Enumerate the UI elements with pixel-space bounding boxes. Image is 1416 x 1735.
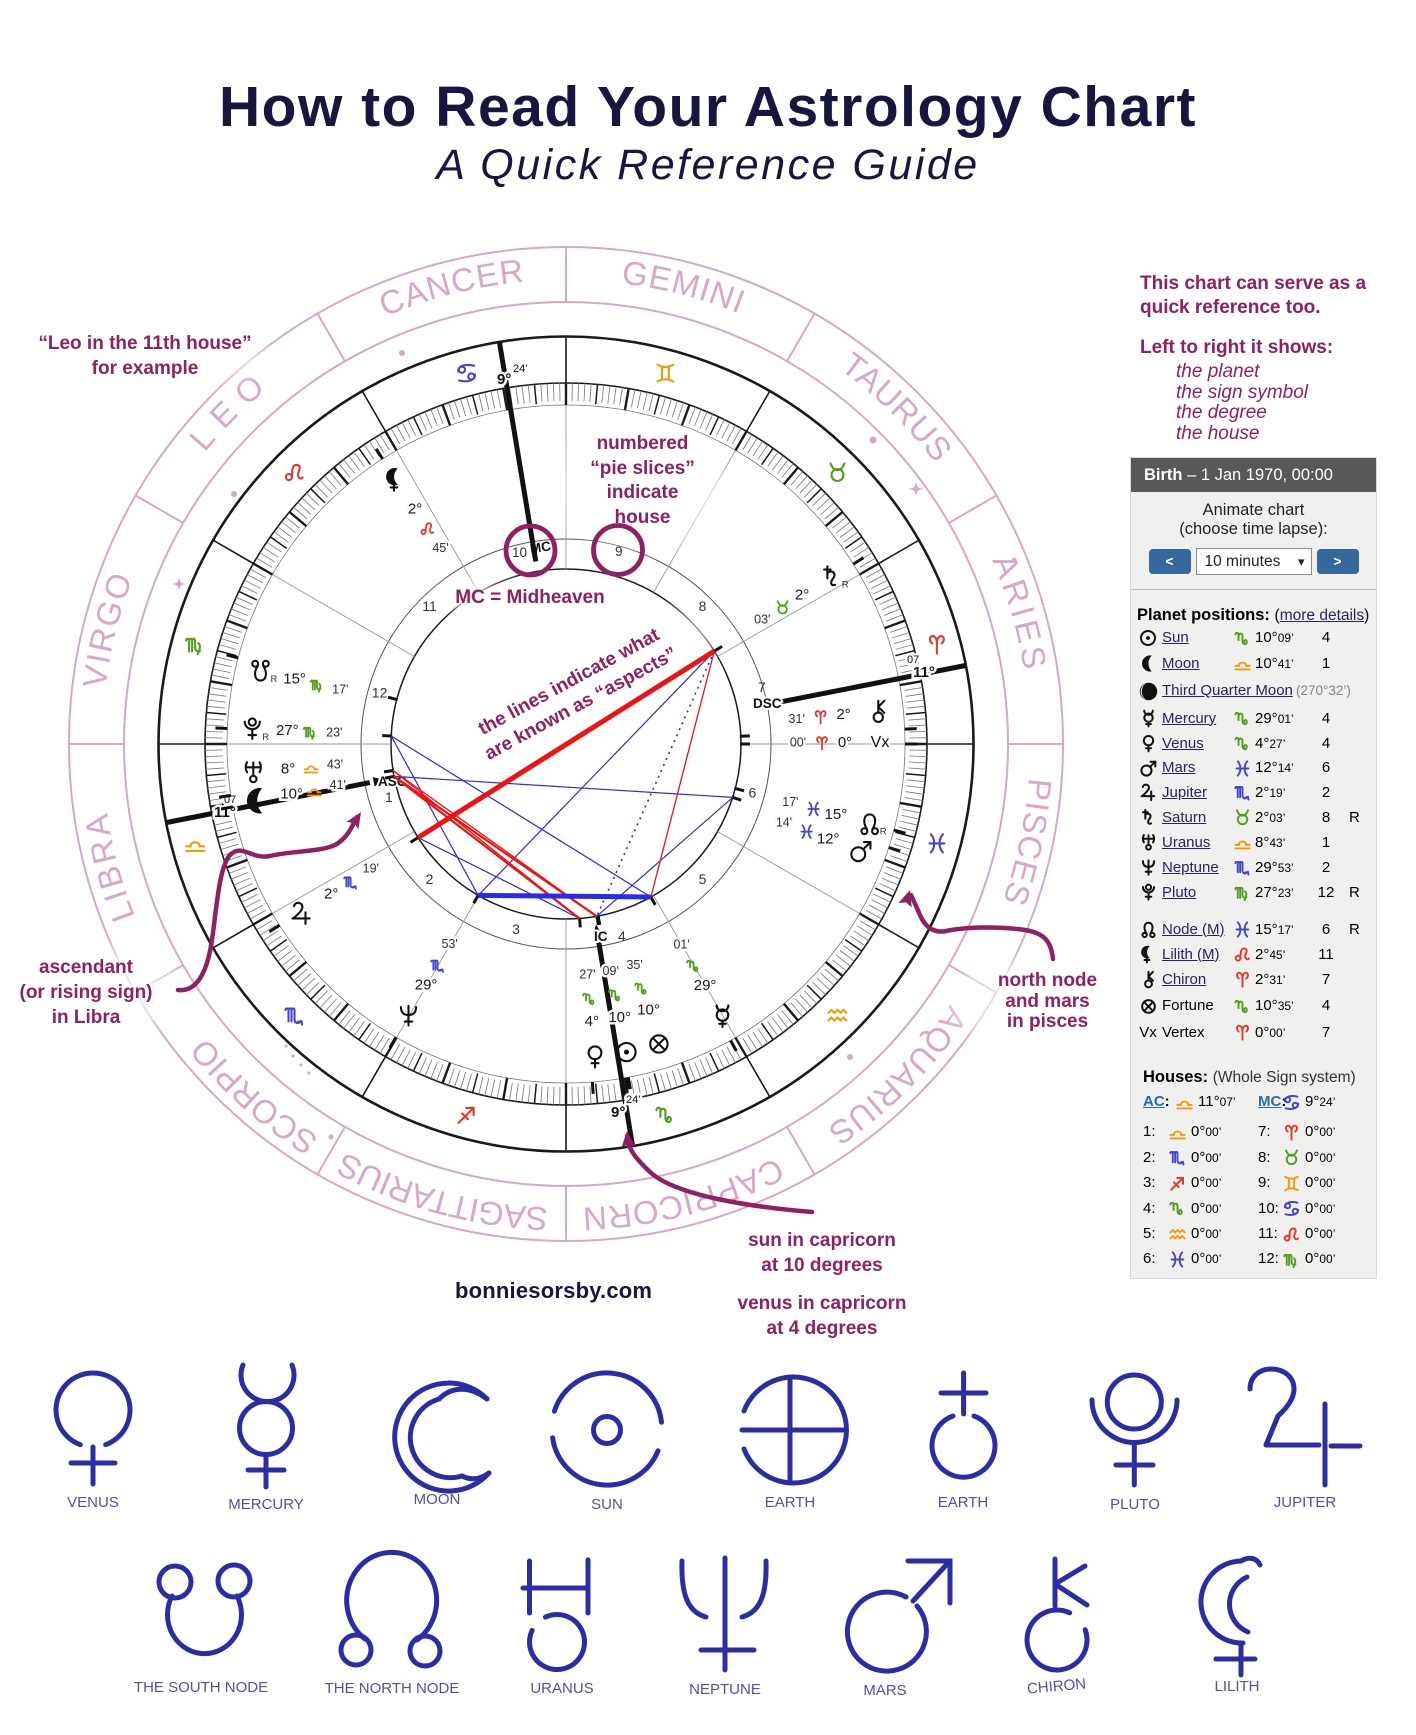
svg-text:THE SOUTH NODE: THE SOUTH NODE: [134, 1679, 268, 1696]
svg-text:URANUS: URANUS: [530, 1680, 593, 1697]
svg-text:4: 4: [618, 928, 626, 944]
svg-text:9°: 9°: [497, 371, 511, 388]
svg-text:DSC: DSC: [753, 696, 782, 711]
svg-text:9°: 9°: [611, 1104, 625, 1121]
svg-text:R: R: [271, 674, 278, 685]
svg-text:10°: 10°: [637, 1001, 660, 1018]
svg-text:2°: 2°: [408, 500, 422, 517]
svg-text:3: 3: [512, 921, 520, 937]
svg-text:8°: 8°: [281, 760, 295, 777]
svg-text:2°: 2°: [324, 886, 338, 903]
svg-text:12: 12: [372, 685, 388, 701]
svg-text:43': 43': [327, 757, 343, 771]
svg-text:JUPITER: JUPITER: [1274, 1494, 1337, 1511]
svg-text:14': 14': [776, 816, 792, 830]
svg-text:45': 45': [432, 541, 448, 555]
svg-text:10°: 10°: [608, 1009, 631, 1026]
svg-text:GEMINI: GEMINI: [620, 253, 751, 320]
svg-text:35': 35': [626, 958, 642, 972]
svg-text:IC: IC: [594, 929, 608, 944]
svg-text:NEPTUNE: NEPTUNE: [689, 1681, 761, 1698]
svg-text:31': 31': [789, 712, 805, 726]
svg-text:9: 9: [615, 544, 623, 559]
svg-text:SUN: SUN: [591, 1496, 623, 1513]
svg-text:17': 17': [782, 795, 798, 809]
svg-text:EARTH: EARTH: [938, 1494, 989, 1511]
svg-text:2°: 2°: [795, 586, 809, 603]
svg-text:0°: 0°: [838, 734, 852, 751]
svg-text:PLUTO: PLUTO: [1110, 1496, 1160, 1513]
svg-text:41': 41': [330, 778, 346, 792]
svg-text:8: 8: [699, 598, 707, 614]
svg-text:24': 24': [626, 1094, 640, 1106]
svg-text:01': 01': [673, 937, 689, 951]
svg-text:LILITH: LILITH: [1214, 1678, 1259, 1695]
svg-text:R: R: [842, 580, 849, 591]
svg-text:THE NORTH NODE: THE NORTH NODE: [325, 1680, 460, 1697]
svg-text:12°: 12°: [817, 830, 840, 847]
svg-text:19': 19': [363, 862, 379, 876]
svg-text:2°: 2°: [836, 706, 850, 723]
svg-text:4°: 4°: [585, 1013, 599, 1030]
svg-text:EARTH: EARTH: [765, 1494, 816, 1511]
svg-text:SCORPIO: SCORPIO: [183, 1032, 323, 1162]
svg-text:09': 09': [603, 964, 619, 978]
svg-text:27': 27': [579, 967, 595, 981]
svg-text:2: 2: [426, 871, 434, 887]
svg-text:27°: 27°: [276, 722, 299, 739]
svg-text:MOON: MOON: [414, 1491, 461, 1508]
svg-text:23': 23': [326, 725, 342, 739]
svg-text:CHIRON: CHIRON: [1026, 1675, 1086, 1697]
svg-text:10: 10: [512, 545, 527, 560]
svg-text:CAPRICORN: CAPRICORN: [582, 1151, 790, 1238]
svg-text:MC: MC: [529, 538, 552, 556]
svg-text:R: R: [262, 732, 269, 743]
svg-text:VENUS: VENUS: [67, 1494, 119, 1511]
svg-text:00': 00': [790, 735, 806, 749]
svg-text:11°: 11°: [913, 664, 935, 681]
svg-text:TAURUS: TAURUS: [835, 345, 960, 468]
svg-text:07: 07: [907, 654, 919, 666]
svg-text:15°: 15°: [825, 806, 848, 823]
svg-text:MERCURY: MERCURY: [228, 1496, 304, 1513]
svg-text:15°: 15°: [283, 670, 306, 687]
svg-text:MARS: MARS: [863, 1682, 906, 1699]
svg-text:CANCER: CANCER: [374, 252, 526, 323]
svg-text:03': 03': [754, 613, 770, 627]
svg-text:17': 17': [332, 682, 348, 696]
svg-text:ARIES: ARIES: [986, 549, 1055, 676]
svg-text:29°: 29°: [694, 977, 717, 994]
svg-text:R: R: [880, 827, 887, 838]
svg-text:Vx: Vx: [871, 734, 890, 751]
svg-text:10°: 10°: [280, 785, 303, 802]
svg-text:53': 53': [441, 937, 457, 951]
svg-text:29°: 29°: [415, 976, 438, 993]
svg-text:1: 1: [385, 789, 393, 805]
svg-text:24': 24': [513, 363, 527, 375]
svg-text:5: 5: [699, 871, 707, 887]
svg-text:6: 6: [749, 785, 757, 801]
svg-text:7: 7: [758, 679, 766, 695]
